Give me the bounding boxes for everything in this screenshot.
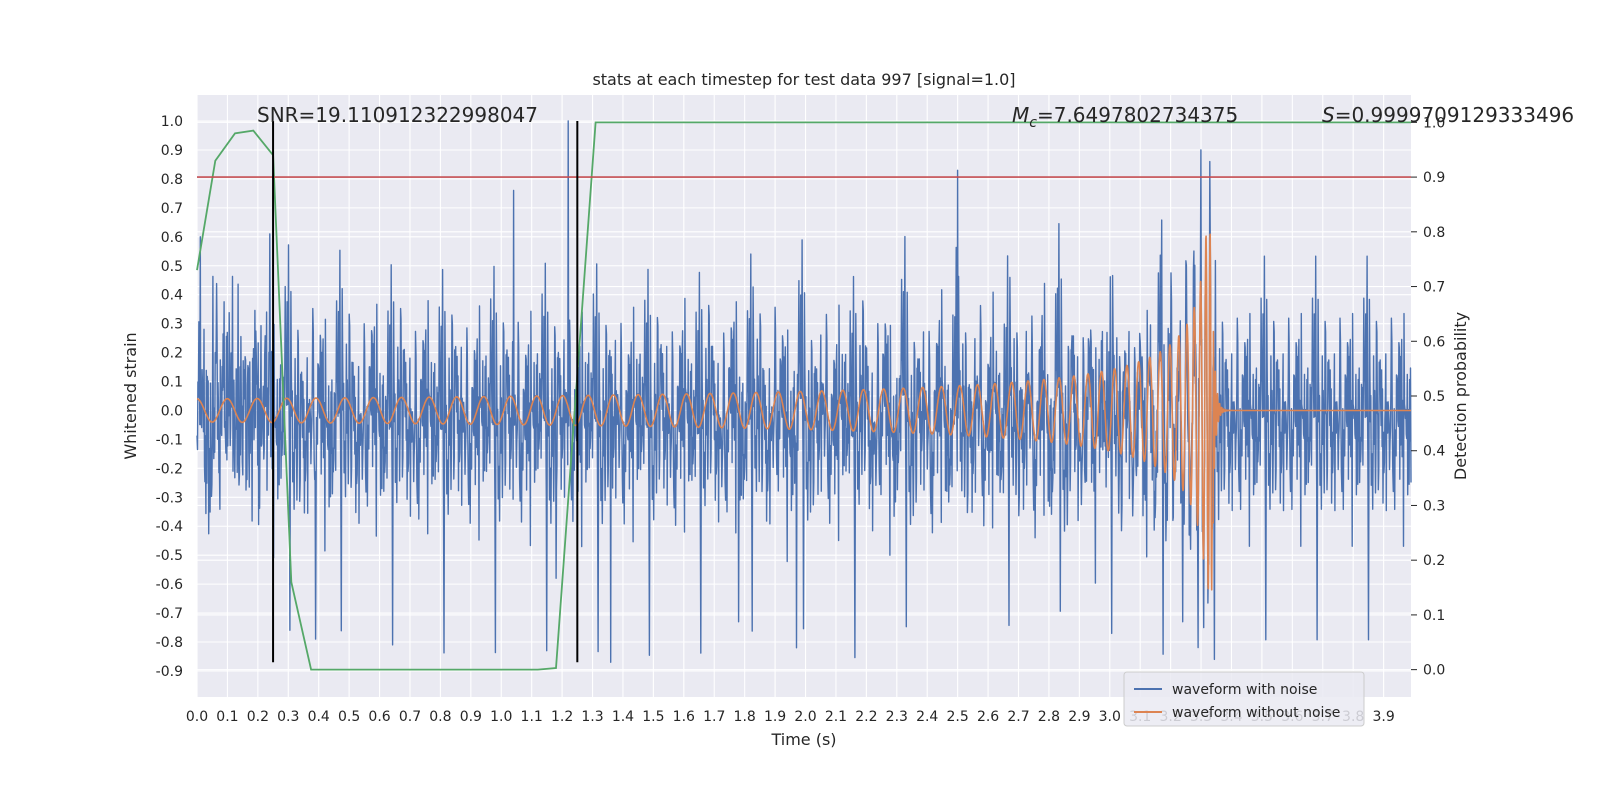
y-tick-label: 0.4	[161, 288, 183, 304]
x-tick-label: 2.3	[886, 709, 908, 725]
x-tick-label: 2.5	[947, 709, 969, 725]
y2-tick-label: 0.0	[1423, 663, 1445, 679]
x-tick-label: 0.5	[338, 709, 360, 725]
legend-box	[1123, 671, 1365, 727]
score-symbol: S	[1322, 103, 1335, 127]
x-tick-label: 2.6	[977, 709, 999, 725]
y-tick-label: -0.6	[156, 577, 183, 593]
chirp-mass-annotation: Mc=7.6497802734375	[1012, 103, 1238, 131]
x-tick-label: 1.6	[673, 709, 695, 725]
y-tick-label: -0.1	[156, 432, 183, 448]
legend-entry-noisy: waveform with noise	[1172, 682, 1317, 698]
y-tick-label: 0.8	[161, 172, 183, 188]
y-axis-label: Whitened strain	[121, 332, 140, 459]
y-tick-label: 0.5	[161, 259, 183, 275]
x-tick-label: 3.9	[1372, 709, 1394, 725]
x-tick-label: 0.3	[277, 709, 299, 725]
x-tick-label: 1.5	[642, 709, 664, 725]
x-tick-label: 0.7	[399, 709, 421, 725]
x-tick-label: 0.9	[460, 709, 482, 725]
y2-tick-label: 0.6	[1423, 334, 1445, 350]
x-tick-label: 0.2	[247, 709, 269, 725]
y-tick-label: 0.1	[161, 375, 183, 391]
y2-tick-label: 0.9	[1423, 170, 1445, 186]
x-tick-label: 2.1	[825, 709, 847, 725]
y-tick-label: -0.3	[156, 490, 183, 506]
chirp-mass-subscript: c	[1029, 115, 1037, 131]
y-tick-label: 0.6	[161, 230, 183, 246]
series-layer	[196, 120, 1412, 663]
y2-tick-label: 1.0	[1423, 115, 1445, 131]
x-tick-label: 2.9	[1068, 709, 1090, 725]
snr-annotation: SNR=19.110912322998047	[257, 103, 538, 127]
y-tick-label: -0.8	[156, 635, 183, 651]
x-tick-label: 2.7	[1007, 709, 1029, 725]
chart-title: stats at each timestep for test data 997…	[592, 70, 1015, 89]
x-tick-label: 1.4	[612, 709, 634, 725]
overlay-layer	[196, 121, 1411, 671]
series-line-waveform-without-noise	[196, 233, 1412, 591]
x-tick-label: 3.0	[1099, 709, 1121, 725]
y2-tick-label: 0.2	[1423, 553, 1445, 569]
x-tick-label: 0.1	[216, 709, 238, 725]
chirp-mass-value: =7.6497802734375	[1037, 103, 1238, 127]
x-tick-label: 1.1	[521, 709, 543, 725]
y-tick-label: -0.5	[156, 548, 183, 564]
legend-entry-clean: waveform without noise	[1172, 705, 1340, 721]
y2-tick-label: 0.5	[1423, 389, 1445, 405]
x-tick-label: 2.8	[1038, 709, 1060, 725]
y-tick-label: -0.7	[156, 606, 183, 622]
y2-tick-label: 0.3	[1423, 498, 1445, 514]
y-tick-label: 0.7	[161, 201, 183, 217]
score-value: =0.9999709129333496	[1335, 103, 1574, 127]
y-tick-label: 1.0	[161, 114, 183, 130]
y-tick-label: 0.0	[161, 403, 183, 419]
score-annotation: S=0.9999709129333496	[1322, 103, 1574, 127]
chirp-mass-symbol: M	[1012, 103, 1029, 127]
y2-tick-label: 0.8	[1423, 225, 1445, 241]
x-tick-label: 0.8	[429, 709, 451, 725]
y-tick-label: 0.2	[161, 346, 183, 362]
x-tick-label: 2.0	[794, 709, 816, 725]
x-tick-label: 0.4	[308, 709, 330, 725]
x-axis-label: Time (s)	[770, 730, 836, 749]
y-tick-label: -0.2	[156, 461, 183, 477]
x-tick-label: 1.3	[581, 709, 603, 725]
y2-tick-label: 0.1	[1423, 608, 1445, 624]
x-tick-label: 1.0	[490, 709, 512, 725]
x-tick-label: 2.4	[916, 709, 938, 725]
y-tick-label: -0.9	[156, 664, 183, 680]
x-tick-label: 1.2	[551, 709, 573, 725]
y-tick-label: 0.9	[161, 143, 183, 159]
x-tick-label: 1.8	[734, 709, 756, 725]
series-line-detection-probability	[196, 121, 1411, 671]
y-tick-label: 0.3	[161, 317, 183, 333]
x-tick-label: 2.2	[855, 709, 877, 725]
x-tick-label: 0.0	[186, 709, 208, 725]
x-tick-label: 1.7	[703, 709, 725, 725]
y2-axis-label: Detection probability	[1451, 312, 1470, 480]
y-tick-label: -0.4	[156, 519, 183, 535]
x-tick-label: 1.9	[764, 709, 786, 725]
y2-tick-label: 0.4	[1423, 444, 1445, 460]
legend: waveform with noise waveform without noi…	[1123, 671, 1365, 727]
x-tick-label: 0.6	[368, 709, 390, 725]
y2-tick-label: 0.7	[1423, 280, 1445, 296]
